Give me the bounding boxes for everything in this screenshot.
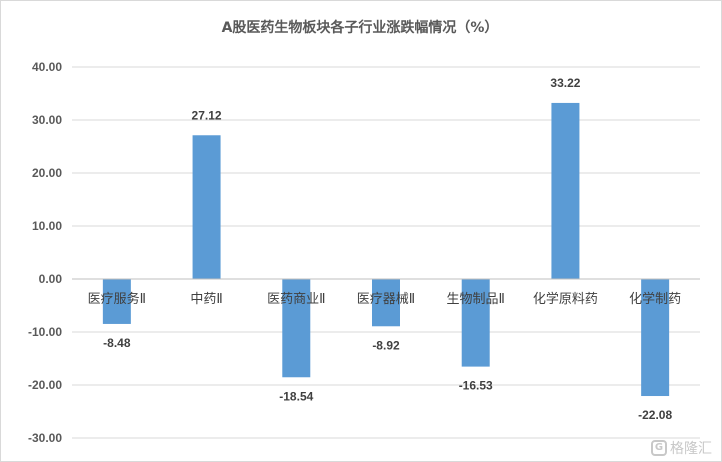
y-axis-ticks: 40.00 30.00 20.00 10.00 0.00 -10.00 -20.00 -30.… [28,60,62,445]
category-label: 生物制品Ⅱ [447,292,505,307]
bars [102,102,670,397]
y-tick-label: -30.00 [28,431,62,445]
data-label: -8.92 [372,338,400,352]
category-labels: 医疗服务Ⅱ 中药Ⅱ 医药商业Ⅱ 医疗器械Ⅱ 生物制品Ⅱ 化学原料药 化学制药 [88,291,681,307]
watermark-logo-icon: G [651,440,667,456]
data-label: -16.53 [459,379,493,393]
y-tick-label: -10.00 [28,325,62,339]
bar [641,279,670,397]
category-label: 化学制药 [629,291,681,307]
bar [102,279,131,324]
bar [372,279,400,327]
data-labels: -8.48 27.12 -18.54 -8.92 -16.53 33.22 -22.08 [103,76,672,422]
category-label: 医药商业Ⅱ [267,292,325,307]
y-tick-label: 20.00 [32,166,62,180]
bar [192,135,221,279]
bar [551,102,580,280]
category-label: 中药Ⅱ [190,292,222,307]
category-label: 医疗器械Ⅱ [357,292,415,307]
data-label: -22.08 [638,408,672,422]
watermark-text: 格隆汇 [670,441,712,457]
y-tick-label: -20.00 [28,378,62,392]
data-label: 33.22 [550,76,580,90]
bar [461,279,490,367]
y-tick-label: 10.00 [32,219,62,233]
gridlines [72,66,700,439]
data-label: -18.54 [279,389,313,403]
data-label: -8.48 [103,336,131,350]
data-label: 27.12 [192,108,222,122]
watermark: G 格隆汇 [651,438,712,458]
category-label: 医疗服务Ⅱ [88,291,146,307]
category-label: 化学原料药 [533,291,598,307]
y-tick-label: 40.00 [32,60,62,74]
bar [282,279,311,378]
y-tick-label: 0.00 [39,272,63,286]
y-tick-label: 30.00 [32,113,62,127]
chart-title: A股医药生物板块各子行业涨跌幅情况（%） [222,19,499,36]
